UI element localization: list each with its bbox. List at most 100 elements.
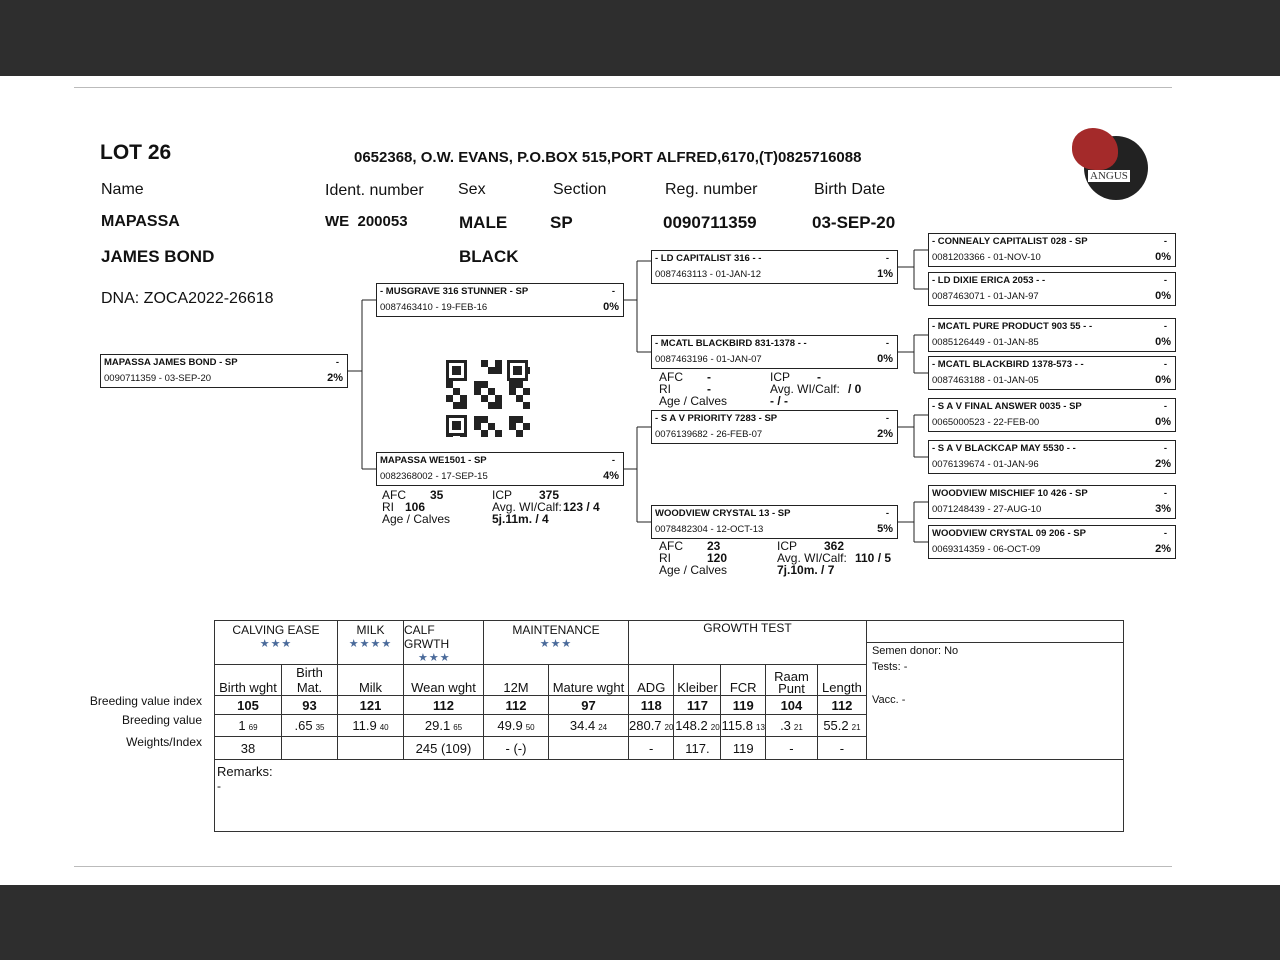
vaccination: Vacc. - xyxy=(871,694,906,706)
bv-cell: 1 69 xyxy=(214,714,282,737)
avg-value: 123 / 4 xyxy=(563,500,600,514)
pedigree-percent: 2% xyxy=(327,372,343,384)
performance-dd: AFC 23 RI 120 Age / Calves 7j.10m. / 7 I… xyxy=(659,540,919,576)
weight-cell: 245 (109) xyxy=(403,736,484,760)
pedigree-flag: - xyxy=(1163,528,1167,539)
weight-cell: 117. xyxy=(673,736,722,760)
bottom-bar xyxy=(0,885,1280,960)
pedigree-percent: 0% xyxy=(877,353,893,365)
pedigree-flag: - xyxy=(885,413,889,424)
pedigree-reg-date: 0069314359 - 06-OCT-09 xyxy=(932,544,1041,555)
pedigree-reg-date: 0090711359 - 03-SEP-20 xyxy=(104,373,212,384)
pedigree-box-sd[interactable]: - MCATL BLACKBIRD 831-1378 - - - 0087463… xyxy=(651,335,898,369)
pedigree-flag: - xyxy=(1163,488,1167,499)
pedigree-box-animal[interactable]: MAPASSA JAMES BOND - SP - 0090711359 - 0… xyxy=(100,354,348,388)
section-value: SP xyxy=(550,213,573,232)
pedigree-reg-date: 0076139682 - 26-FEB-07 xyxy=(655,429,763,440)
pedigree-box-ss[interactable]: - LD CAPITALIST 316 - - - 0087463113 - 0… xyxy=(651,250,898,284)
bv-cell: 49.9 50 xyxy=(483,714,549,737)
pedigree-box-sdd[interactable]: - MCATL BLACKBIRD 1378-573 - - - 0087463… xyxy=(928,356,1176,390)
ri-value: - xyxy=(707,382,711,396)
column-header: Wean wght xyxy=(403,664,484,696)
bv-cell: 11.9 40 xyxy=(337,714,404,737)
sex-value: MALE xyxy=(459,213,508,232)
group-growth-test: GROWTH TEST xyxy=(628,620,867,665)
pedigree-name: MAPASSA WE1501 - SP xyxy=(380,455,487,466)
performance-sd: AFC - RI - Age / Calves - / - ICP - Avg.… xyxy=(659,371,919,407)
pedigree-box-ssd[interactable]: - LD DIXIE ERICA 2053 - - - 0087463071 -… xyxy=(928,272,1176,306)
pedigree-box-dd[interactable]: WOODVIEW CRYSTAL 13 - SP - 0078482304 - … xyxy=(651,505,898,539)
pedigree-percent: 0% xyxy=(1155,290,1171,302)
pedigree-flag: - xyxy=(611,455,615,466)
index-cell: 119 xyxy=(720,695,766,715)
lot-number: LOT 26 xyxy=(100,141,172,164)
pedigree-box-dsd[interactable]: - S A V BLACKCAP MAY 5530 - - - 00761396… xyxy=(928,440,1176,474)
age-label: Age / Calves xyxy=(659,394,728,408)
pedigree-name: WOODVIEW CRYSTAL 09 206 - SP xyxy=(932,528,1086,539)
remarks: Remarks: - xyxy=(214,759,1124,832)
pedigree-box-ddd[interactable]: WOODVIEW CRYSTAL 09 206 - SP - 006931435… xyxy=(928,525,1176,559)
pedigree-flag: - xyxy=(885,253,889,264)
top-bar xyxy=(0,0,1280,76)
pedigree-name: WOODVIEW MISCHIEF 10 426 - SP xyxy=(932,488,1088,499)
breeding-values-table: CALVING EASE ★★★ MILK ★★★★ CALF GRWTH ★★★ M… xyxy=(214,620,1124,832)
age-value: 5j.11m. / 4 xyxy=(492,512,549,526)
pedigree-box-sss[interactable]: - CONNEALY CAPITALIST 028 - SP - 0081203… xyxy=(928,233,1176,267)
avg-value: / 0 xyxy=(848,382,862,396)
pedigree-name: - MUSGRAVE 316 STUNNER - SP xyxy=(380,286,529,297)
afc-label: AFC xyxy=(659,370,683,384)
weight-cell: 38 xyxy=(214,736,282,760)
info-panel: Semen donor: No Tests: - Vacc. - xyxy=(865,620,1124,760)
bv-cell: 29.1 65 xyxy=(403,714,484,737)
pedigree-reg-date: 0087463196 - 01-JAN-07 xyxy=(655,354,762,365)
ri-value: 106 xyxy=(405,500,426,514)
row-label-weights: Weights/Index xyxy=(126,735,202,749)
bv-cell: 280.7 20 xyxy=(627,714,675,737)
column-header: Mature wght xyxy=(548,664,629,696)
animal-name-2: JAMES BOND xyxy=(101,247,215,266)
pedigree-flag: - xyxy=(335,357,339,368)
pedigree-reg-date: 0087463113 - 01-JAN-12 xyxy=(655,269,761,280)
age-value: 7j.10m. / 7 xyxy=(777,563,835,577)
pedigree-percent: 0% xyxy=(1155,336,1171,348)
pedigree-reg-date: 0081203366 - 01-NOV-10 xyxy=(932,252,1041,263)
pedigree-box-ds[interactable]: - S A V PRIORITY 7283 - SP - 0076139682 … xyxy=(651,410,898,444)
age-label: Age / Calves xyxy=(659,563,728,577)
pedigree-box-dds[interactable]: WOODVIEW MISCHIEF 10 426 - SP - 00712484… xyxy=(928,485,1176,519)
index-cell: 104 xyxy=(764,695,818,715)
pedigree-percent: 0% xyxy=(1155,251,1171,263)
pedigree-flag: - xyxy=(885,338,889,349)
pedigree-box-dss[interactable]: - S A V FINAL ANSWER 0035 - SP - 0065000… xyxy=(928,398,1176,432)
group-calving-ease: CALVING EASE ★★★ xyxy=(214,620,338,665)
pedigree-percent: 4% xyxy=(603,470,619,482)
weight-cell xyxy=(281,736,338,760)
label-name: Name xyxy=(101,181,144,198)
bv-cell: 115.8 13 xyxy=(720,714,766,737)
bv-cell: .65 35 xyxy=(281,714,338,737)
angus-logo: ANGUS xyxy=(1072,128,1148,204)
column-header: Kleiber xyxy=(673,664,722,696)
afc-value: 23 xyxy=(707,539,721,553)
animal-name-1: MAPASSA xyxy=(101,213,180,230)
row-label-index: Breeding value index xyxy=(89,694,202,708)
pedigree-box-sds[interactable]: - MCATL PURE PRODUCT 903 55 - - - 008512… xyxy=(928,318,1176,352)
pedigree-percent: 3% xyxy=(1155,503,1171,515)
pedigree-percent: 2% xyxy=(1155,458,1171,470)
pedigree-reg-date: 0085126449 - 01-JAN-85 xyxy=(932,337,1039,348)
divider-top xyxy=(74,87,1172,88)
pedigree-flag: - xyxy=(1163,275,1167,286)
avg-label: Avg. WI/Calf: xyxy=(777,551,847,565)
pedigree-percent: 0% xyxy=(1155,416,1171,428)
icp-value: 362 xyxy=(824,539,845,553)
weight-cell: - xyxy=(816,736,867,760)
pedigree-name: - LD CAPITALIST 316 - - xyxy=(655,253,762,264)
weight-cell: 119 xyxy=(720,736,766,760)
pedigree-percent: 0% xyxy=(603,301,619,313)
pedigree-flag: - xyxy=(1163,401,1167,412)
pedigree-box-dam[interactable]: MAPASSA WE1501 - SP - 0082368002 - 17-SE… xyxy=(376,452,624,486)
group-calf-growth: CALF GRWTH ★★★ xyxy=(403,620,484,665)
pedigree-flag: - xyxy=(1163,236,1167,247)
pedigree-box-sire[interactable]: - MUSGRAVE 316 STUNNER - SP - 0087463410… xyxy=(376,283,624,317)
column-header: Birth Mat. xyxy=(281,664,338,696)
